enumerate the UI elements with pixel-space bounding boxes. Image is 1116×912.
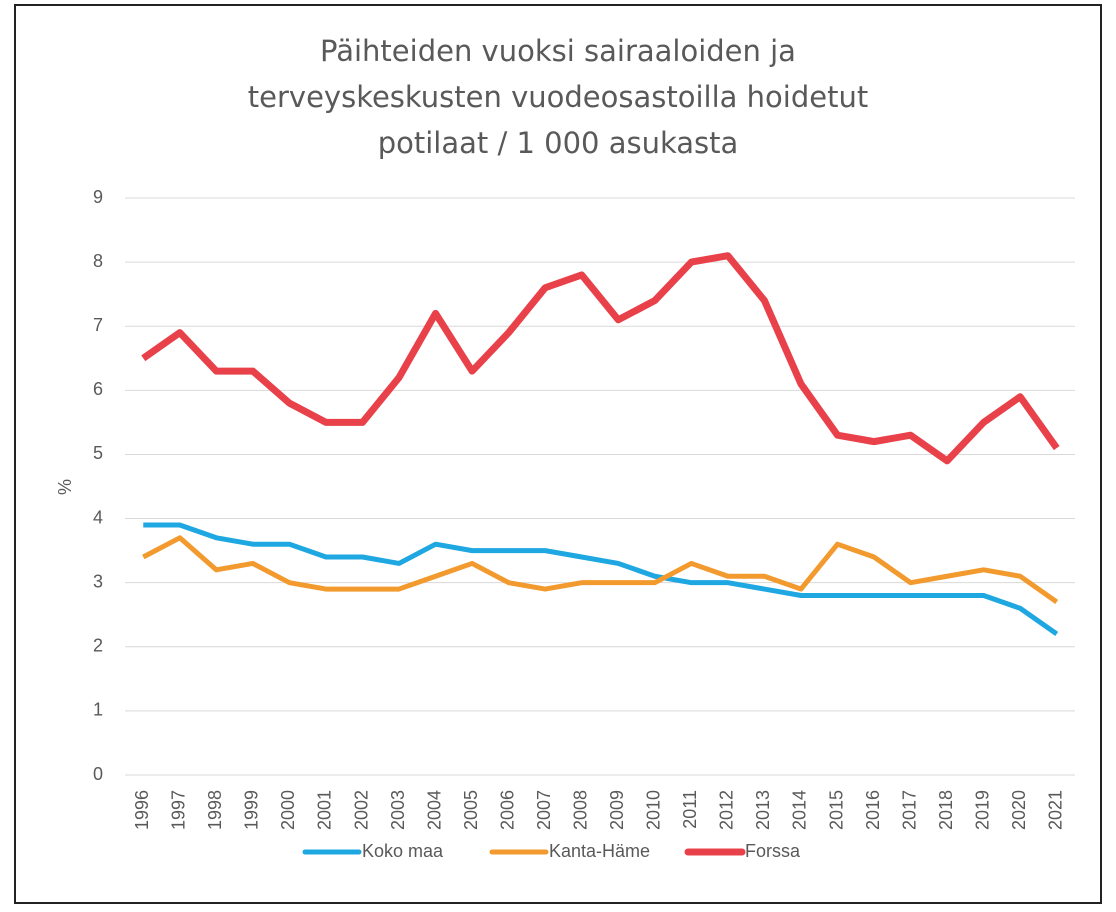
- legend-label: Forssa: [745, 841, 801, 861]
- y-tick-label: 7: [93, 315, 103, 335]
- series-line: [142, 535, 1059, 604]
- x-tick-label: 2021: [1045, 790, 1065, 830]
- x-tick-label: 1998: [205, 790, 225, 830]
- y-tick-label: 4: [93, 507, 103, 527]
- x-tick-label: 2000: [278, 790, 298, 830]
- y-tick-label: 9: [93, 187, 103, 207]
- x-tick-label: 2004: [424, 790, 444, 830]
- chart-frame: [14, 4, 1102, 904]
- x-tick-label: 2012: [717, 790, 737, 830]
- series-line: [141, 252, 1060, 465]
- y-axis-label: %: [55, 479, 75, 495]
- y-tick-label: 0: [93, 764, 103, 784]
- x-tick-label: 2014: [790, 790, 810, 830]
- x-tick-label: 2020: [1009, 790, 1029, 830]
- x-tick-label: 2017: [899, 790, 919, 830]
- x-tick-label: 2013: [753, 790, 773, 830]
- legend-label: Koko maa: [362, 841, 444, 861]
- x-tick-label: 1997: [169, 790, 189, 830]
- y-tick-label: 5: [93, 443, 103, 463]
- y-tick-label: 3: [93, 571, 103, 591]
- x-tick-label: 2008: [570, 790, 590, 830]
- y-tick-label: 1: [93, 700, 103, 720]
- x-tick-label: 2006: [497, 790, 517, 830]
- x-tick-label: 2009: [607, 790, 627, 830]
- series-line: [143, 522, 1059, 637]
- x-tick-label: 2007: [534, 790, 554, 830]
- x-tick-label: 2015: [826, 790, 846, 830]
- x-tick-label: 2011: [680, 790, 700, 829]
- x-tick-label: 2016: [863, 790, 883, 830]
- x-tick-label: 2001: [315, 790, 335, 830]
- x-tick-label: 2003: [388, 790, 408, 830]
- x-tick-label: 2002: [351, 790, 371, 830]
- x-tick-label: 1999: [242, 790, 262, 830]
- legend-label: Kanta-Häme: [549, 841, 650, 861]
- y-tick-label: 2: [93, 636, 103, 656]
- x-tick-label: 2018: [936, 790, 956, 830]
- x-tick-label: 2010: [644, 790, 664, 830]
- y-tick-label: 6: [93, 379, 103, 399]
- chart-title: Päihteiden vuoksi sairaaloiden ja tervey…: [247, 34, 869, 160]
- y-tick-label: 8: [93, 251, 103, 271]
- x-tick-label: 1996: [132, 790, 152, 830]
- x-tick-label: 2005: [461, 790, 481, 830]
- x-tick-label: 2019: [972, 790, 992, 830]
